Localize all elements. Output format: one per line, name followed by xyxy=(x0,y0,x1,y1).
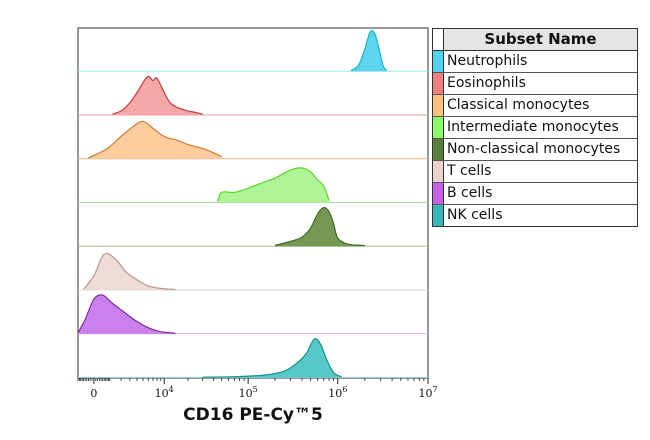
legend-row: Non-classical monocytes xyxy=(433,139,637,161)
series-intermediate-monocytes xyxy=(78,167,428,203)
histogram-outline xyxy=(350,29,388,71)
histogram-area xyxy=(217,167,330,203)
histogram-outline xyxy=(77,294,176,334)
legend-row: NK cells xyxy=(433,205,637,226)
legend-row: Intermediate monocytes xyxy=(433,117,637,139)
legend-label: B cells xyxy=(447,185,493,201)
x-tick-label: 0 xyxy=(90,387,97,400)
legend-swatch xyxy=(433,73,444,94)
x-axis: 0 104 105 106 107 xyxy=(77,378,438,400)
legend-swatch xyxy=(433,205,444,226)
series-neutrophils xyxy=(78,29,428,72)
legend-label: T cells xyxy=(447,163,492,179)
series-t-cells xyxy=(78,252,428,291)
histogram-outline xyxy=(112,75,203,115)
legend-title: Subset Name xyxy=(484,30,597,48)
histogram-outline xyxy=(202,337,342,378)
legend-row: Neutrophils xyxy=(433,51,637,73)
legend-row: B cells xyxy=(433,183,637,205)
histogram-area xyxy=(112,76,203,115)
legend-label: Non-classical monocytes xyxy=(447,141,621,157)
legend-header-swatch-cell xyxy=(433,29,444,50)
series-b-cells xyxy=(77,294,428,335)
legend-label: Classical monocytes xyxy=(447,97,590,113)
x-axis-title: CD16 PE-Cy™5 xyxy=(183,405,323,425)
legend-swatch xyxy=(433,95,444,116)
legend-swatch xyxy=(433,51,444,72)
series-eosinophils xyxy=(78,75,428,116)
histogram-area xyxy=(83,253,176,290)
legend-label: Eosinophils xyxy=(447,75,526,91)
legend-swatch xyxy=(433,139,444,160)
legend-label: Intermediate monocytes xyxy=(447,119,619,135)
series-non-classical-monocytes xyxy=(78,206,428,247)
x-tick-label: 105 xyxy=(239,385,258,400)
legend-swatch xyxy=(433,161,444,182)
histogram-area xyxy=(274,207,365,247)
series-classical-monocytes xyxy=(78,120,428,160)
histogram-outline xyxy=(274,206,365,247)
legend-row: Classical monocytes xyxy=(433,95,637,117)
series-nk-cells xyxy=(78,337,428,378)
legend-row: Eosinophils xyxy=(433,73,637,95)
histogram-outline xyxy=(88,120,222,159)
histogram-area xyxy=(350,30,387,72)
x-tick-label: 106 xyxy=(328,385,347,400)
histogram-area xyxy=(88,121,222,159)
x-tick-label: 107 xyxy=(418,385,437,400)
histogram-outline xyxy=(83,252,176,291)
series-layer xyxy=(77,29,428,378)
legend-table: Subset Name Neutrophils Eosinophils Clas… xyxy=(432,28,638,227)
x-tick-label: 104 xyxy=(155,385,174,400)
legend-header: Subset Name xyxy=(433,29,637,51)
histogram-area xyxy=(202,338,342,378)
legend-swatch xyxy=(433,117,444,138)
legend-swatch xyxy=(433,183,444,204)
histogram-outline xyxy=(217,167,330,202)
legend-label: NK cells xyxy=(447,207,503,223)
legend-label: Neutrophils xyxy=(447,53,528,69)
legend-row: T cells xyxy=(433,161,637,183)
